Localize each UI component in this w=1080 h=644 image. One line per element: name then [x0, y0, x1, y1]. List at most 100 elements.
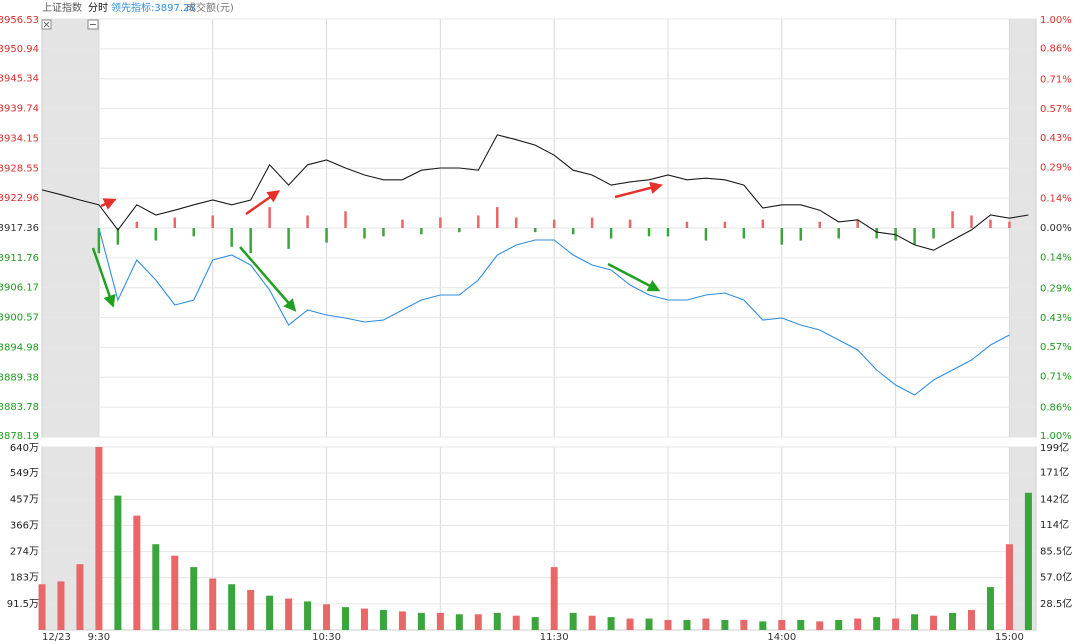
y2-tick-label: 0.86%: [1040, 403, 1072, 414]
bar: [173, 217, 177, 228]
bar: [360, 608, 368, 630]
bar: [780, 228, 784, 245]
y-tick-label: 3906.17: [0, 283, 39, 294]
toolbar-icons[interactable]: [41, 19, 99, 30]
volume-unit-label: 成交额(元): [186, 1, 234, 14]
y2-tick-label: 0.86%: [1040, 43, 1072, 54]
bar: [664, 619, 672, 630]
bar: [588, 615, 596, 630]
bar: [325, 228, 328, 243]
bar: [778, 619, 786, 630]
bar: [57, 581, 65, 630]
bar: [1005, 544, 1013, 630]
bar: [458, 228, 461, 233]
red-arrow: [245, 190, 281, 216]
bar: [228, 584, 236, 630]
y2-tick-label: 0.29%: [1040, 162, 1072, 173]
y-tick-label: 3928.55: [0, 163, 39, 174]
y-tick-label: 3911.76: [0, 253, 39, 264]
bar: [666, 228, 670, 237]
bar: [913, 228, 916, 245]
index-title: 上证指数: [42, 1, 82, 14]
bar: [363, 228, 366, 239]
y2-tick-label: 28.5亿: [1040, 597, 1072, 610]
close-icon: [43, 21, 50, 28]
bar: [590, 217, 594, 228]
bar: [209, 578, 217, 630]
bar: [496, 207, 499, 228]
bar: [514, 217, 518, 228]
y2-tick-label: 171亿: [1040, 466, 1069, 479]
bar: [533, 228, 537, 233]
y-tick-label: 3922.96: [0, 193, 39, 204]
y2-tick-label: 0.00%: [1040, 223, 1072, 234]
bar: [552, 219, 556, 228]
bar: [285, 598, 293, 630]
off-session-shade: [1009, 447, 1036, 630]
y-tick-label: 3878.19: [0, 431, 39, 442]
bar: [968, 609, 976, 630]
bar: [759, 621, 767, 630]
bar: [342, 607, 350, 630]
x-tick-label: 14:00: [767, 632, 796, 643]
bar: [685, 221, 689, 228]
y2-tick-label: 0.14%: [1040, 194, 1072, 205]
bar: [854, 618, 862, 630]
y-tick-label: 3883.78: [0, 402, 39, 413]
bar: [645, 618, 653, 630]
red-arrow: [614, 181, 663, 199]
y-tick-label: 3945.34: [0, 74, 39, 85]
bar: [797, 619, 805, 630]
y-tick-label: 3939.74: [0, 104, 39, 115]
bar: [721, 619, 729, 630]
bar: [230, 228, 233, 247]
bar: [647, 228, 651, 237]
bar: [97, 228, 101, 254]
bar: [304, 601, 312, 630]
x-tick-label: 15:00: [995, 632, 1024, 643]
y2-tick-label: 57.0亿: [1040, 571, 1072, 584]
y2-tick-label: 85.5亿: [1040, 544, 1072, 557]
bar: [152, 544, 160, 630]
bar: [799, 228, 803, 241]
bar: [875, 228, 878, 239]
y-tick-label: 366万: [10, 520, 39, 531]
bar: [382, 228, 385, 237]
y2-tick-label: 0.71%: [1040, 371, 1072, 382]
y2-tick-label: 114亿: [1040, 518, 1069, 531]
bar: [287, 228, 290, 249]
bar: [474, 614, 482, 630]
bar: [986, 587, 994, 630]
y2-tick-label: 1.00%: [1040, 431, 1072, 442]
bar: [626, 618, 634, 630]
bar: [930, 615, 938, 630]
bar: [1008, 221, 1011, 228]
background-layer: 3878.19 3883.78 3889.38 3894.98 3900.57 3906.…: [0, 15, 1072, 643]
bar: [211, 215, 214, 228]
y2-tick-label: 0.71%: [1040, 75, 1072, 86]
bar: [192, 228, 196, 237]
y-tick-label: 3900.57: [0, 313, 39, 324]
y2-tick-label: 0.14%: [1040, 252, 1072, 263]
y-tick-label: 457万: [10, 494, 39, 505]
bar: [571, 228, 575, 235]
bar: [135, 221, 139, 228]
bar: [493, 612, 501, 630]
bar: [190, 567, 198, 630]
off-session-shade: [42, 447, 99, 630]
green-arrow: [239, 246, 297, 312]
bar: [911, 614, 919, 630]
bar: [742, 228, 746, 239]
bar: [154, 228, 158, 241]
bar: [401, 219, 404, 228]
price-line: [41, 134, 1029, 251]
bar: [247, 589, 255, 630]
y-tick-label: 3956.53: [0, 15, 39, 26]
y2-tick-label: 0.57%: [1040, 342, 1072, 353]
y2-tick-label: 0.57%: [1040, 104, 1072, 115]
bar: [818, 221, 821, 228]
bar: [171, 555, 179, 630]
x-tick-label: 11:30: [540, 632, 569, 643]
